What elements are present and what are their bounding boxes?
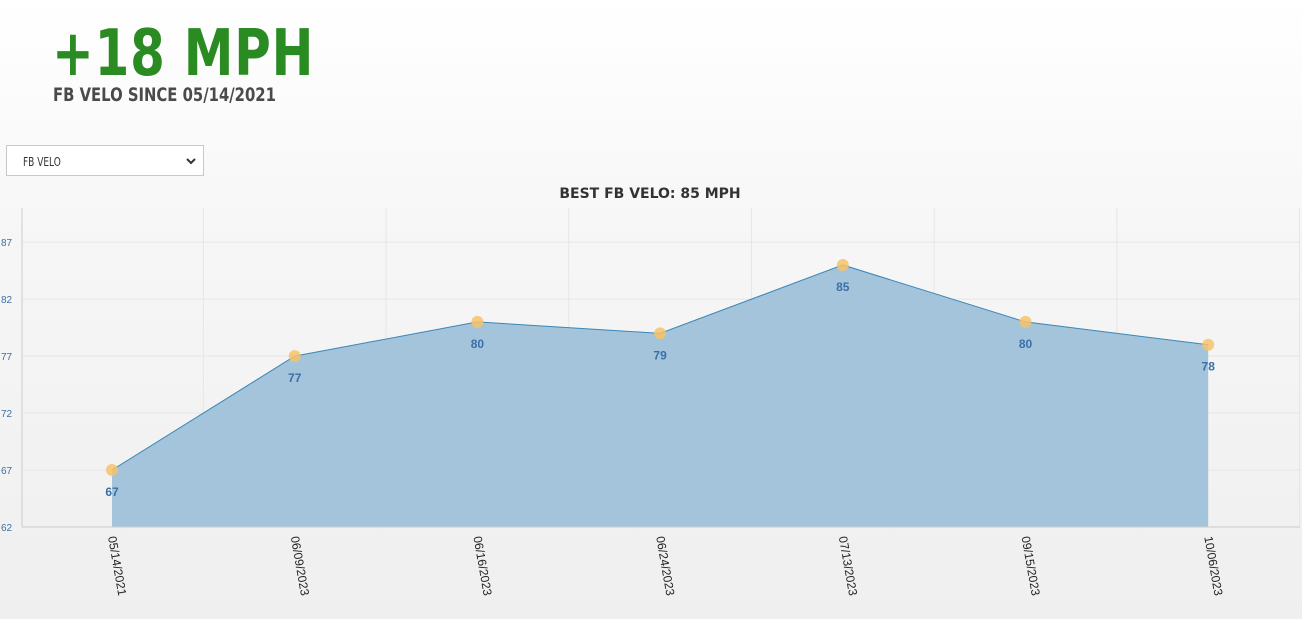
data-label: 78: [1202, 360, 1216, 374]
x-tick-label: 06/16/2023: [470, 535, 494, 597]
data-label: 85: [836, 280, 850, 294]
y-tick-label: 67: [1, 466, 13, 477]
x-tick-label: 06/24/2023: [653, 535, 677, 597]
data-point: [836, 258, 849, 271]
metric-select-value: FB VELO: [23, 155, 61, 169]
labels-layer: 67 77 80 79 85 80 78: [105, 280, 1215, 499]
data-label: 77: [288, 371, 302, 385]
series-area: [112, 264, 1209, 527]
points-layer: [106, 258, 1215, 477]
area-layer: [111, 264, 1209, 527]
x-tick-label: 06/09/2023: [288, 535, 312, 597]
chevron-down-icon: [186, 158, 196, 165]
y-tick-label: 77: [1, 352, 13, 363]
metric-select[interactable]: FB VELO: [6, 145, 204, 176]
data-label: 80: [1019, 337, 1033, 351]
stat-subtitle: FB VELO SINCE 05/14/2021: [53, 84, 276, 106]
data-label: 67: [105, 485, 119, 499]
y-tick-label: 62: [1, 523, 13, 534]
data-point: [288, 350, 301, 363]
x-tick-label: 07/13/2023: [836, 535, 860, 597]
y-tick-label: 72: [1, 409, 13, 420]
x-tick-label: 09/15/2023: [1019, 535, 1043, 597]
data-point: [1202, 338, 1215, 351]
y-tick-label: 87: [1, 238, 13, 249]
stat-value: +18 MPH: [52, 17, 315, 91]
data-point: [106, 464, 118, 477]
data-point: [654, 327, 667, 340]
data-point: [471, 315, 484, 328]
x-tick-label: 10/06/2023: [1201, 535, 1225, 597]
data-label: 79: [653, 348, 667, 362]
axes: 62 67 72 77 82 87 05/14/2021 06/09/2023 06/16/20…: [1, 208, 1300, 597]
data-label: 80: [471, 337, 485, 351]
chart-title: BEST FB VELO: 85 MPH: [559, 186, 740, 202]
y-tick-label: 82: [1, 295, 13, 306]
x-tick-label: 05/14/2021: [105, 535, 129, 597]
data-point: [1019, 315, 1032, 328]
